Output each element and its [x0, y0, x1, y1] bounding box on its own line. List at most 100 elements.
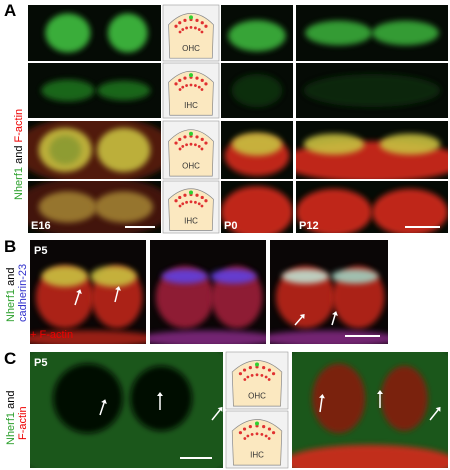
stage-label: P12	[299, 220, 319, 232]
arrow-shaft	[74, 292, 80, 306]
signal	[303, 133, 365, 155]
signal	[45, 13, 91, 53]
micrograph	[150, 240, 266, 344]
signal	[97, 80, 151, 101]
bundle-dot	[200, 78, 204, 83]
bundle-dot	[204, 24, 208, 28]
micrograph	[221, 121, 293, 179]
micrograph	[28, 121, 161, 179]
stage-label: P0	[224, 220, 237, 232]
signal	[130, 365, 193, 431]
bundle-dot	[183, 135, 187, 139]
bundle-dot	[246, 375, 250, 379]
bundle-dot	[271, 431, 276, 435]
arrow-shaft	[319, 397, 323, 413]
bundle-dot	[197, 85, 201, 89]
bundle-dot	[174, 82, 178, 86]
bundle-dot	[183, 193, 187, 197]
bundle-dot	[178, 204, 182, 208]
bundle-dot	[189, 83, 193, 87]
bundle-dot	[185, 200, 188, 204]
signal	[221, 186, 293, 233]
diagram: IHC	[225, 410, 289, 469]
signal	[228, 20, 286, 52]
side-label-part: and	[13, 146, 25, 164]
signal	[41, 79, 95, 102]
panel-label: C	[4, 349, 16, 368]
bundle-dot	[260, 432, 264, 436]
arrow-shaft	[211, 409, 221, 421]
cell-outline	[168, 13, 214, 59]
signal	[90, 266, 137, 287]
cell-outline	[168, 188, 214, 231]
bundle-dot	[194, 26, 197, 30]
bundle-dot	[183, 18, 187, 22]
cell-outline	[231, 360, 283, 407]
bundle-dot	[189, 200, 193, 204]
signal	[107, 13, 148, 53]
side-label-part: Nherf1	[13, 167, 25, 200]
arrow-head	[332, 311, 338, 316]
bundle-dot	[194, 200, 197, 204]
diagram: IHC	[162, 180, 220, 234]
signal	[38, 191, 98, 223]
arrow-head	[435, 406, 441, 412]
kinocilium-dot	[255, 421, 259, 426]
diagram-label: OHC	[248, 392, 266, 401]
bundle-dot	[264, 375, 268, 379]
bundle-dot	[271, 372, 276, 376]
bundle-dot	[260, 373, 264, 377]
bundle-dot	[197, 145, 201, 148]
bundle-dot	[185, 143, 188, 147]
bundle-dot	[183, 76, 187, 80]
bundle-dot	[200, 204, 204, 208]
stage-label: E16	[31, 220, 51, 232]
bundle-dot	[178, 147, 182, 151]
diagram-label: IHC	[184, 217, 198, 226]
side-label: Nherf1 and	[5, 391, 17, 445]
signal	[296, 188, 372, 233]
bundle-dot	[194, 143, 197, 147]
micrograph	[28, 5, 161, 61]
side-label-part: and	[5, 391, 17, 409]
cell-outline	[231, 419, 283, 466]
bundle-dot	[248, 425, 252, 429]
side-label: F-actin	[17, 406, 29, 440]
arrow-head	[217, 406, 223, 412]
bundle-dot	[264, 434, 268, 438]
arrow-head	[157, 392, 163, 396]
arrow-shaft	[294, 316, 303, 326]
signal	[210, 269, 257, 284]
signal	[231, 74, 283, 107]
bundle-dot	[243, 378, 247, 381]
bundle-dot	[267, 427, 272, 431]
bundle-dot	[194, 84, 197, 87]
bundle-dot	[181, 28, 185, 31]
signal	[161, 269, 208, 284]
micrograph	[270, 240, 388, 344]
bundle-dot	[200, 195, 204, 200]
side-label: Nherf1 and F-actin	[13, 109, 25, 200]
side-label-part: Nherf1	[5, 412, 17, 445]
signal	[49, 135, 82, 165]
kinocilium-dot	[189, 131, 193, 136]
micrograph	[296, 63, 448, 118]
bundle-dot	[250, 373, 254, 377]
signal	[292, 444, 448, 468]
signal	[379, 133, 441, 155]
signal	[41, 266, 88, 287]
bundle-dot	[204, 141, 208, 145]
cell-outline	[168, 70, 214, 116]
bundle-dot	[174, 24, 178, 28]
bundle-dot	[185, 84, 188, 87]
bundle-dot	[200, 21, 204, 25]
side-label: Nherf1 and	[5, 268, 17, 322]
bundle-dot	[242, 368, 247, 372]
bundle-dot	[200, 147, 204, 151]
diagram-label: IHC	[250, 451, 264, 460]
diagram: OHC	[162, 120, 220, 180]
micrograph	[221, 63, 293, 118]
micrograph	[28, 181, 161, 233]
arrow-shaft	[429, 409, 439, 421]
